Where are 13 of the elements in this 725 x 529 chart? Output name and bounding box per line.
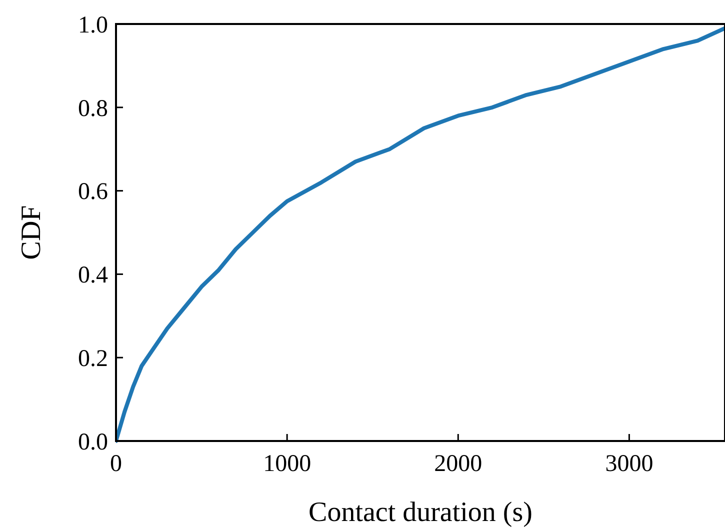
- y-tick-label: 0.2: [78, 346, 108, 372]
- y-tick-label: 0.8: [78, 96, 108, 122]
- x-tick-label: 1000: [263, 451, 312, 477]
- x-axis-title: Contact duration (s): [308, 497, 532, 528]
- x-tick-label: 2000: [434, 451, 482, 477]
- y-tick-label: 0.0: [78, 429, 108, 456]
- line-series: [116, 26, 725, 443]
- x-tick-label: 0: [110, 451, 122, 477]
- x-tick-label: 3000: [605, 451, 654, 477]
- y-axis-title: CDF: [16, 205, 47, 260]
- y-tick-label: 1.0: [78, 12, 108, 38]
- y-tick-label: 0.6: [78, 179, 108, 206]
- y-tick-label: 0.4: [78, 262, 108, 289]
